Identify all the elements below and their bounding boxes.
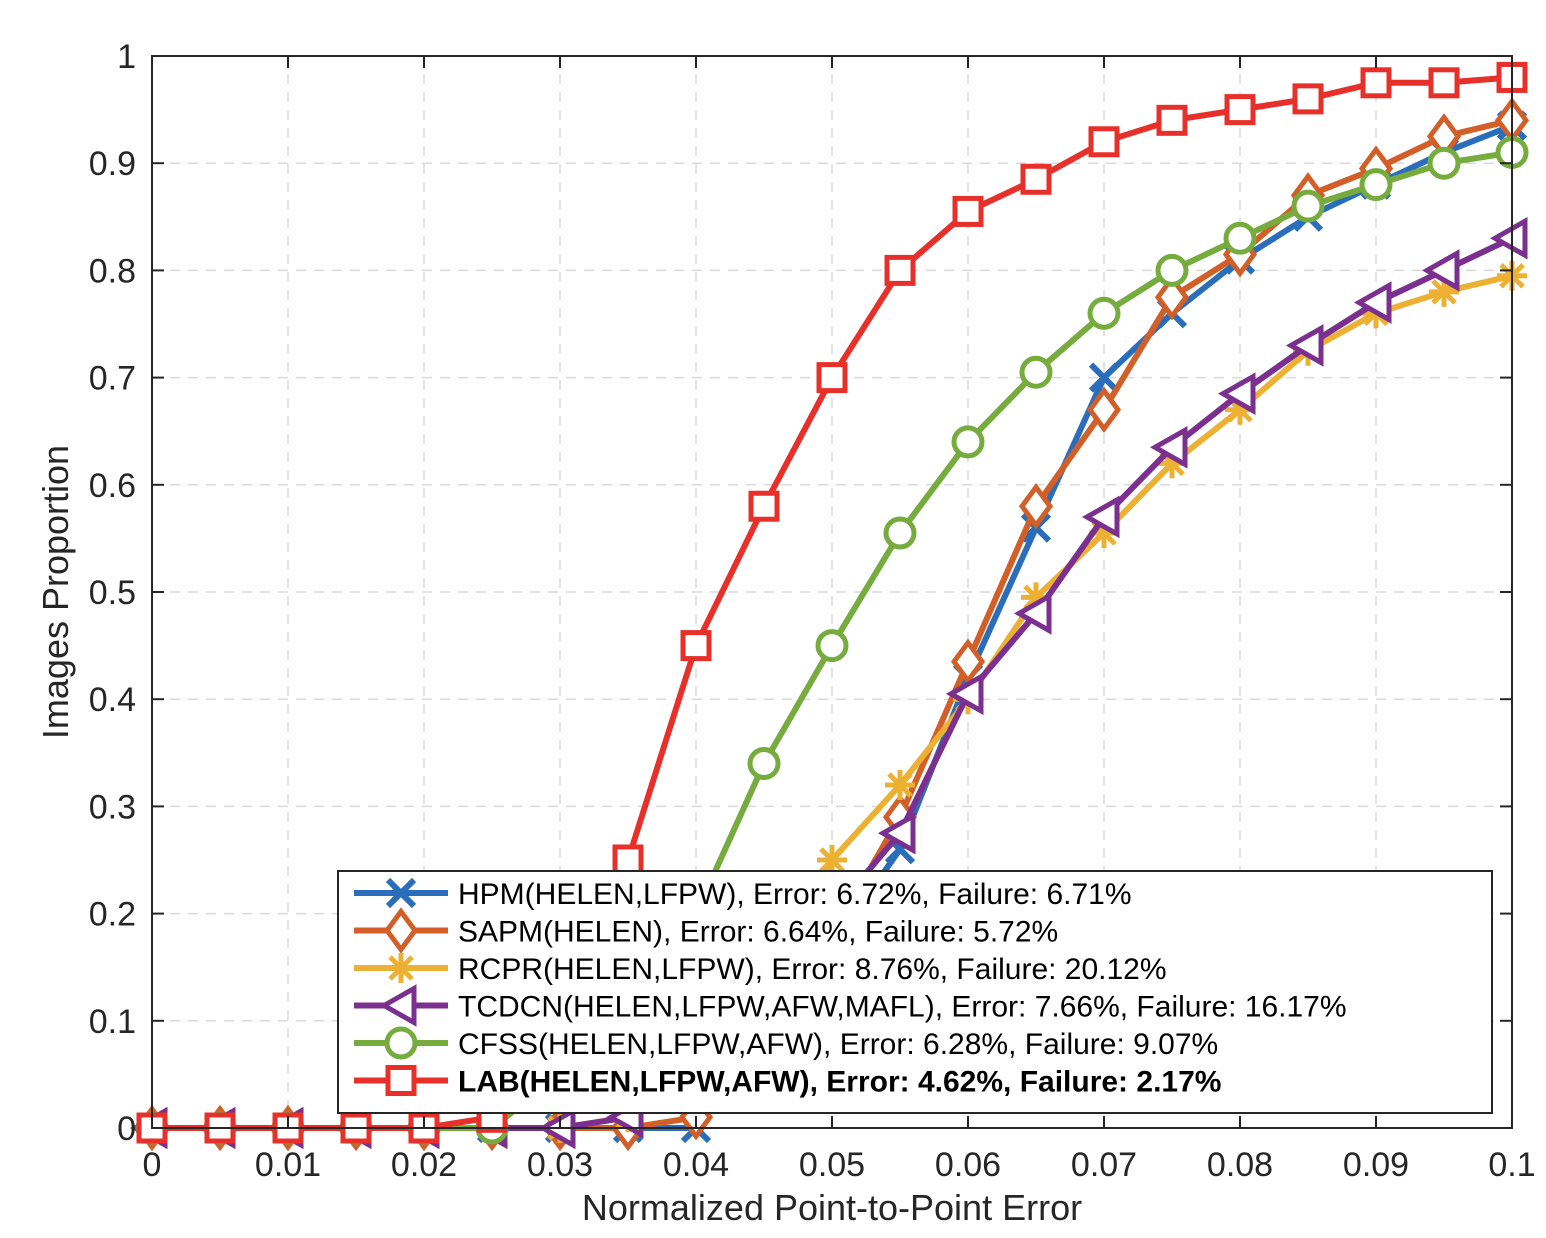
legend-item: LAB(HELEN,LFPW,AFW), Error: 4.62%, Failu… [354, 1065, 1221, 1099]
data-point [1088, 126, 1120, 158]
x-axis-title: Normalized Point-to-Point Error [582, 1187, 1082, 1228]
data-point [1149, 425, 1188, 469]
y-tick-label: 0.7 [89, 360, 136, 398]
y-axis-title: Images Proportion [35, 445, 76, 739]
legend-marker [386, 953, 416, 983]
y-tick-label: 0.5 [89, 574, 136, 612]
data-point [1013, 592, 1052, 635]
y-tick-label: 0 [117, 1110, 136, 1148]
legend-marker [378, 984, 417, 1027]
legend-label: CFSS(HELEN,LFPW,AFW), Error: 6.28%, Fail… [458, 1028, 1218, 1061]
x-tick-label: 0.05 [799, 1146, 865, 1184]
data-point [1224, 94, 1256, 126]
y-tick-label: 0.1 [89, 1003, 136, 1041]
data-point [1081, 495, 1120, 539]
data-point [945, 672, 984, 716]
legend-item: RCPR(HELEN,LFPW), Error: 8.76%, Failure:… [354, 953, 1167, 986]
data-point [1156, 104, 1188, 136]
y-tick-label: 1 [117, 38, 136, 76]
data-point [883, 516, 917, 550]
legend: HPM(HELEN,LFPW), Error: 6.72%, Failure: … [337, 870, 1493, 1114]
data-point [817, 845, 847, 875]
x-tick-label: 0 [143, 1146, 162, 1184]
data-point [1019, 355, 1053, 389]
data-point [884, 254, 916, 286]
legend-item: CFSS(HELEN,LFPW,AFW), Error: 6.28%, Fail… [354, 1026, 1218, 1061]
legend-box [337, 870, 1493, 1114]
x-tick-label: 0.06 [935, 1146, 1001, 1184]
x-tick-label: 0.08 [1207, 1146, 1273, 1184]
data-point [1421, 249, 1460, 292]
data-point [1087, 296, 1121, 330]
data-point [612, 844, 644, 876]
x-tick-label: 0.01 [255, 1146, 321, 1184]
y-tick-label: 0.2 [89, 896, 136, 934]
data-point [1225, 394, 1255, 425]
data-point [1020, 163, 1052, 195]
data-point [950, 638, 986, 685]
legend-item: SAPM(HELEN), Error: 6.64%, Failure: 5.72… [354, 907, 1058, 954]
legend-marker [384, 1026, 418, 1060]
data-point [1360, 67, 1392, 99]
y-tick-label: 0.4 [89, 681, 136, 719]
y-tick-labels: 0 0.1 0.2 0.3 0.4 0.5 0.6 0.7 0.8 0.9 1 [89, 38, 136, 1148]
data-point [1021, 582, 1051, 613]
legend-marker [385, 877, 417, 909]
y-tick-label: 0.8 [89, 252, 136, 290]
data-point [951, 425, 985, 459]
data-point [748, 490, 780, 522]
legend-item: HPM(HELEN,LFPW), Error: 6.72%, Failure: … [354, 877, 1132, 911]
ticks [151, 55, 1513, 1129]
data-point [1428, 67, 1460, 99]
data-point [1429, 276, 1459, 307]
data-point [1088, 362, 1120, 393]
x-tick-label: 0.02 [391, 1146, 457, 1184]
y-tick-label: 0.9 [89, 145, 136, 183]
y-tick-label: 0.3 [89, 788, 136, 826]
data-point [1223, 221, 1257, 255]
data-point [1427, 146, 1461, 180]
data-point [1154, 273, 1190, 321]
x-tick-label: 0.04 [663, 1146, 729, 1184]
legend-marker [385, 1065, 417, 1096]
x-tick-label: 0.07 [1071, 1146, 1137, 1184]
data-point [816, 362, 848, 394]
data-point [1018, 483, 1054, 530]
legend-label: LAB(HELEN,LFPW,AFW), Error: 4.62%, Failu… [458, 1066, 1221, 1099]
data-point [815, 629, 849, 663]
data-point [1353, 281, 1392, 324]
data-point [1217, 372, 1256, 415]
legend-marker [383, 907, 419, 954]
y-tick-label: 0.6 [89, 467, 136, 505]
legend-label: HPM(HELEN,LFPW), Error: 6.72%, Failure: … [458, 878, 1132, 911]
legend-label: SAPM(HELEN), Error: 6.64%, Failure: 5.72… [458, 916, 1058, 949]
data-point [1157, 448, 1187, 479]
data-point [747, 747, 781, 781]
data-point [680, 630, 712, 662]
data-point [1285, 324, 1324, 367]
data-point [1089, 518, 1119, 549]
data-point [877, 811, 916, 855]
data-point [1291, 189, 1325, 223]
x-tick-labels: 0 0.01 0.02 0.03 0.04 0.05 0.06 0.07 0.08 0.09 0.1 [143, 1146, 1536, 1184]
legend-label: RCPR(HELEN,LFPW), Error: 8.76%, Failure:… [458, 953, 1167, 986]
data-point [952, 195, 984, 227]
data-point [1359, 168, 1393, 202]
data-point [1155, 253, 1189, 287]
x-tick-label: 0.09 [1343, 1146, 1409, 1184]
data-point [885, 769, 915, 800]
x-tick-label: 0.03 [527, 1146, 593, 1184]
data-point [1086, 386, 1122, 433]
x-tick-label: 0.1 [1488, 1146, 1535, 1184]
legend-item: TCDCN(HELEN,LFPW,AFW,MAFL), Error: 7.66%… [354, 984, 1347, 1027]
legend-label: TCDCN(HELEN,LFPW,AFW,MAFL), Error: 7.66%… [458, 991, 1347, 1024]
data-point [1489, 216, 1528, 260]
data-point [1292, 83, 1324, 115]
